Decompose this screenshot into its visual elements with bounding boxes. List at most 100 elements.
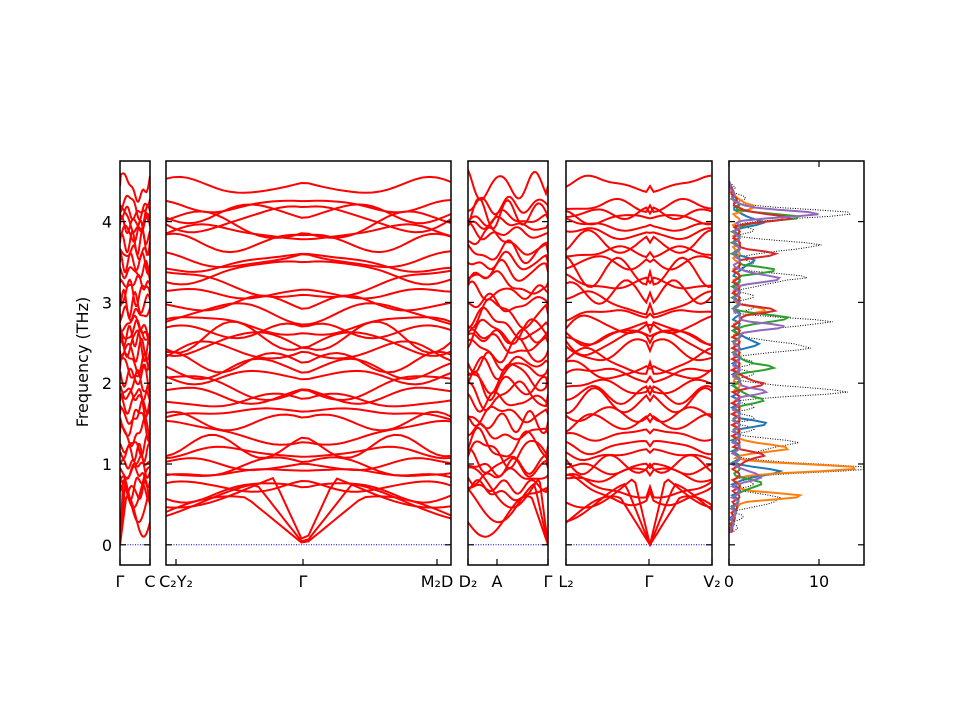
band-line xyxy=(468,351,548,375)
band-line xyxy=(166,320,451,354)
band-line xyxy=(468,258,548,282)
qpoint-label: D₂ xyxy=(459,572,478,591)
band-line xyxy=(120,314,150,338)
panel-frame xyxy=(165,160,452,566)
band-line xyxy=(166,457,451,472)
band-line xyxy=(166,199,451,214)
band-line xyxy=(468,457,548,478)
band-line xyxy=(120,318,150,346)
band-line xyxy=(468,292,548,313)
qpoint-label: A xyxy=(492,572,503,591)
band-line xyxy=(468,380,548,412)
band-line xyxy=(166,269,451,298)
band-line xyxy=(120,388,150,418)
band-line xyxy=(468,405,548,428)
band-line xyxy=(566,406,712,423)
dos-panel: 0 10 xyxy=(724,160,865,591)
band-line xyxy=(468,169,548,201)
band-line xyxy=(166,203,451,225)
qpoint-label: V₂ xyxy=(703,572,720,591)
dos-frame xyxy=(728,160,865,566)
band-line xyxy=(566,472,712,499)
band-line xyxy=(566,448,712,462)
band-line xyxy=(120,363,150,394)
band-line xyxy=(120,251,150,276)
panel-frame xyxy=(565,160,713,566)
y-tick-label: 0 xyxy=(102,536,112,555)
band-line xyxy=(120,495,150,545)
band-line xyxy=(166,456,451,478)
band-line xyxy=(120,408,150,443)
band-line xyxy=(120,273,150,291)
qpoint-label: Γ xyxy=(544,572,553,591)
band-line xyxy=(166,175,451,194)
panel-frame xyxy=(119,160,151,566)
band-line xyxy=(166,407,451,421)
band-line xyxy=(120,205,150,224)
qpoint-label: Γ xyxy=(116,572,125,591)
qpoint-label: M₂D xyxy=(421,572,454,591)
band-line xyxy=(468,280,548,301)
band-line xyxy=(120,382,150,402)
panel-2: C₂Y₂ Γ M₂D xyxy=(159,160,454,591)
band-line xyxy=(166,433,451,459)
band-line xyxy=(566,290,712,316)
band-line xyxy=(120,194,150,222)
band-line xyxy=(566,206,712,221)
panel-frame xyxy=(467,160,549,566)
band-line xyxy=(468,215,548,231)
band-line xyxy=(566,174,712,194)
band-line xyxy=(566,227,712,241)
band-line xyxy=(468,479,548,495)
band-line xyxy=(566,428,712,442)
band-line xyxy=(566,209,712,226)
band-line xyxy=(166,410,451,432)
band-line xyxy=(468,328,548,345)
band-line xyxy=(166,223,451,241)
band-line xyxy=(166,350,451,374)
band-line xyxy=(120,305,150,324)
band-line xyxy=(120,398,150,425)
band-line xyxy=(468,426,548,460)
band-line xyxy=(120,172,150,203)
band-line xyxy=(166,205,451,234)
band-line xyxy=(566,314,712,335)
panel-3: D₂ A Γ xyxy=(459,160,553,591)
band-line xyxy=(566,462,712,476)
band-line xyxy=(566,197,712,213)
band-line xyxy=(166,482,451,504)
band-line xyxy=(566,467,712,483)
band-line xyxy=(120,329,150,363)
y-tick-label: 4 xyxy=(102,213,112,232)
band-line xyxy=(166,445,451,460)
band-line xyxy=(566,378,712,395)
y-axis-label: Frequency (THz) xyxy=(73,297,92,427)
band-line xyxy=(166,250,451,269)
band-line xyxy=(566,255,712,271)
band-line xyxy=(166,316,451,336)
qpoint-label: Γ xyxy=(645,572,654,591)
dos-partial-line xyxy=(729,180,819,534)
band-line xyxy=(468,239,548,265)
band-line xyxy=(166,331,451,358)
band-line xyxy=(120,442,150,464)
y-tick-label: 2 xyxy=(102,374,112,393)
dos-x-tick-label: 10 xyxy=(809,572,829,591)
band-line xyxy=(566,309,712,322)
band-line xyxy=(166,476,451,540)
band-line xyxy=(166,357,451,381)
band-line xyxy=(166,260,451,286)
band-line xyxy=(120,212,150,234)
band-line xyxy=(166,419,451,446)
band-line xyxy=(566,473,712,507)
qpoint-label: C xyxy=(144,572,155,591)
y-tick-label: 1 xyxy=(102,455,112,474)
band-line xyxy=(468,390,548,413)
band-line xyxy=(566,245,712,259)
band-line xyxy=(120,458,150,470)
band-line xyxy=(166,322,451,340)
qpoint-label: Γ xyxy=(299,572,308,591)
band-line xyxy=(468,467,548,486)
